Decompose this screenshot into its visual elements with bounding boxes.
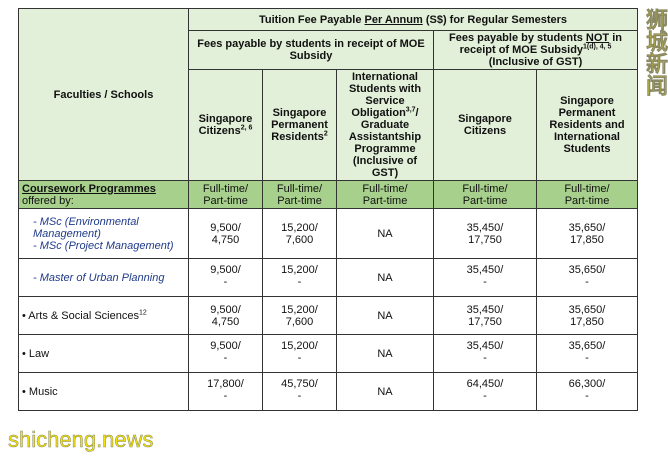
- fee-cell: 64,450/-: [433, 372, 537, 411]
- programme-label: • Arts & Social Sciences12: [18, 296, 189, 335]
- table-row: • Arts & Social Sciences12 9,500/4,750 1…: [18, 296, 638, 335]
- fee-cell: 9,500/4,750: [188, 296, 263, 335]
- faculties-header: Faculties / Schools: [18, 8, 189, 181]
- table-row: - MSc (Environmental Management) - MSc (P…: [18, 208, 638, 259]
- mode-cell: Full-time/Part-time: [262, 180, 337, 209]
- col-sg-pr: Singapore Permanent Residents2: [262, 69, 337, 181]
- moe-subsidy-header: Fees payable by students in receipt of M…: [188, 30, 434, 70]
- fee-cell: 45,750/-: [262, 372, 337, 411]
- fee-cell: 9,500/-: [188, 258, 263, 297]
- fee-cell: 35,650/-: [536, 258, 638, 297]
- table-row: • Music 17,800/- 45,750/- NA 64,450/- 66…: [18, 372, 638, 411]
- mode-cell: Full-time/Part-time: [536, 180, 638, 209]
- fee-cell: 35,450/-: [433, 258, 537, 297]
- fee-cell: 9,500/-: [188, 334, 263, 373]
- tuition-fee-table: Faculties / Schools Tuition Fee Payable …: [18, 8, 638, 411]
- programme-label: - MSc (Environmental Management) - MSc (P…: [18, 208, 189, 259]
- fee-cell: 15,200/-: [262, 258, 337, 297]
- table-row: • Law 9,500/- 15,200/- NA 35,450/- 35,65…: [18, 334, 638, 373]
- fee-cell: 35,450/-: [433, 334, 537, 373]
- fee-cell: 35,650/-: [536, 334, 638, 373]
- fee-cell: NA: [336, 296, 434, 335]
- non-moe-header: Fees payable by students NOT in receipt …: [433, 30, 638, 70]
- watermark-logo-top: 狮城新闻: [643, 8, 668, 97]
- fee-cell: 66,300/-: [536, 372, 638, 411]
- section-title: Coursework Programmes offered by:: [18, 180, 189, 209]
- mode-cell: Full-time/Part-time: [188, 180, 263, 209]
- mode-cell: Full-time/Part-time: [336, 180, 434, 209]
- col-international-service: International Students with Service Obli…: [336, 69, 434, 181]
- fee-cell: 9,500/4,750: [188, 208, 263, 259]
- table-title: Tuition Fee Payable Per Annum (S$) for R…: [188, 8, 638, 31]
- fee-cell: NA: [336, 372, 434, 411]
- watermark-logo-bottom: shicheng.news: [8, 427, 154, 452]
- programme-label: - Master of Urban Planning: [18, 258, 189, 297]
- col-non-moe-pr-intl: Singapore Permanent Residents and Intern…: [536, 69, 638, 181]
- table-row: - Master of Urban Planning 9,500/- 15,20…: [18, 258, 638, 297]
- fee-cell: 35,450/17,750: [433, 208, 537, 259]
- fee-cell: 17,800/-: [188, 372, 263, 411]
- fee-cell: 15,200/7,600: [262, 208, 337, 259]
- fee-cell: 35,650/17,850: [536, 296, 638, 335]
- mode-cell: Full-time/Part-time: [433, 180, 537, 209]
- fee-cell: NA: [336, 334, 434, 373]
- fee-cell: NA: [336, 258, 434, 297]
- fee-cell: NA: [336, 208, 434, 259]
- col-sg-citizens: Singapore Citizens2, 6: [188, 69, 263, 181]
- programme-label: • Law: [18, 334, 189, 373]
- fee-cell: 35,450/17,750: [433, 296, 537, 335]
- col-non-moe-citizens: Singapore Citizens: [433, 69, 537, 181]
- fee-cell: 15,200/7,600: [262, 296, 337, 335]
- fee-cell: 35,650/17,850: [536, 208, 638, 259]
- programme-label: • Music: [18, 372, 189, 411]
- section-row: Coursework Programmes offered by: Full-ti…: [18, 180, 638, 209]
- fee-cell: 15,200/-: [262, 334, 337, 373]
